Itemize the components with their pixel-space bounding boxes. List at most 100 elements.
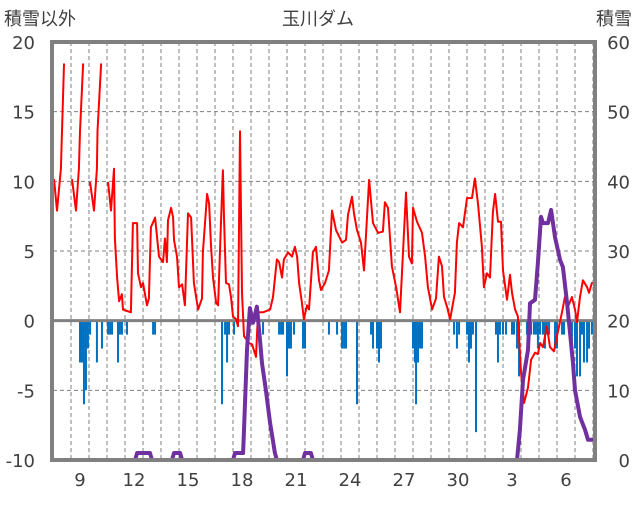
x-tick-label: 21 bbox=[285, 470, 308, 491]
bar bbox=[494, 320, 497, 335]
right-axis-label: 積雪 bbox=[596, 9, 632, 30]
bar bbox=[512, 320, 515, 335]
bar bbox=[289, 320, 292, 349]
bar bbox=[421, 320, 423, 349]
bar bbox=[541, 320, 544, 335]
red-line-path bbox=[71, 63, 85, 212]
left-axis-label: 積雪以外 bbox=[4, 9, 76, 30]
snow-depth-path bbox=[51, 207, 594, 462]
bar bbox=[516, 320, 519, 349]
bar bbox=[505, 320, 508, 335]
bar bbox=[379, 320, 382, 349]
bar bbox=[80, 320, 83, 363]
bar bbox=[539, 320, 542, 335]
x-tick-label: 18 bbox=[231, 470, 254, 491]
bar-series bbox=[79, 320, 593, 433]
bar bbox=[581, 320, 584, 335]
bar bbox=[511, 320, 513, 335]
bar bbox=[95, 320, 98, 363]
bar bbox=[228, 320, 231, 335]
bar bbox=[79, 320, 81, 363]
bar bbox=[116, 320, 119, 363]
red-line-path bbox=[89, 63, 103, 212]
bar bbox=[302, 320, 305, 349]
bar bbox=[579, 320, 582, 377]
bar bbox=[574, 320, 576, 349]
bar bbox=[86, 320, 89, 349]
bar bbox=[287, 320, 290, 349]
bar bbox=[590, 320, 593, 335]
bar bbox=[262, 320, 265, 335]
bar bbox=[233, 320, 236, 335]
bar bbox=[224, 320, 227, 335]
bar bbox=[530, 320, 533, 335]
bar bbox=[525, 320, 528, 335]
bar bbox=[502, 320, 504, 335]
x-tick-label: 3 bbox=[506, 470, 517, 491]
bar bbox=[471, 320, 474, 335]
bar bbox=[341, 320, 344, 349]
bar bbox=[280, 320, 283, 335]
bar bbox=[413, 320, 416, 363]
bar bbox=[370, 320, 373, 335]
bar bbox=[376, 320, 378, 349]
bar bbox=[377, 320, 380, 363]
bar bbox=[561, 320, 564, 335]
bar bbox=[278, 320, 281, 335]
bar bbox=[327, 320, 330, 335]
bar bbox=[469, 320, 472, 349]
left-tick-label: 10 bbox=[12, 172, 35, 193]
bar bbox=[304, 320, 306, 349]
bar bbox=[415, 320, 418, 405]
bar bbox=[282, 320, 285, 335]
red-line-path bbox=[107, 130, 593, 404]
left-tick-label: -5 bbox=[17, 381, 35, 402]
bar bbox=[536, 320, 539, 349]
bar bbox=[548, 320, 551, 335]
bar bbox=[532, 320, 535, 335]
bar bbox=[575, 320, 578, 377]
x-tick-label: 12 bbox=[123, 470, 146, 491]
bar bbox=[89, 320, 92, 335]
bar bbox=[453, 320, 456, 335]
left-tick-label: 15 bbox=[12, 103, 35, 124]
right-tick-label: 30 bbox=[607, 242, 630, 263]
bar bbox=[588, 320, 591, 349]
left-tick-label: -10 bbox=[6, 451, 35, 472]
right-tick-label: 10 bbox=[607, 381, 630, 402]
bar bbox=[458, 320, 461, 335]
bar bbox=[343, 320, 346, 349]
x-tick-label: 30 bbox=[447, 470, 470, 491]
plot-frame bbox=[50, 40, 597, 462]
left-tick-label: 5 bbox=[24, 242, 35, 263]
gridlines bbox=[53, 42, 594, 460]
right-tick-label: 40 bbox=[607, 172, 630, 193]
left-tick-label: 0 bbox=[24, 312, 35, 333]
right-tick-label: 20 bbox=[607, 312, 630, 333]
bar bbox=[125, 320, 128, 335]
bar bbox=[109, 320, 112, 335]
bar bbox=[100, 320, 103, 349]
bar bbox=[534, 320, 537, 335]
left-tick-label: 20 bbox=[12, 33, 35, 54]
bar bbox=[118, 320, 121, 335]
x-tick-label: 27 bbox=[393, 470, 416, 491]
bar bbox=[345, 320, 348, 349]
right-tick-label: 50 bbox=[607, 103, 630, 124]
chart-title: 玉川ダム bbox=[282, 9, 354, 30]
plot-border bbox=[50, 40, 597, 462]
x-tick-label: 15 bbox=[177, 470, 200, 491]
bar bbox=[293, 320, 296, 335]
red-line-path bbox=[53, 63, 65, 212]
bar bbox=[120, 320, 123, 335]
bar bbox=[82, 320, 85, 405]
bar bbox=[475, 320, 477, 433]
bar bbox=[154, 320, 157, 335]
bar bbox=[498, 320, 501, 335]
bar bbox=[372, 320, 375, 349]
x-tick-label: 9 bbox=[74, 470, 85, 491]
x-tick-label: 6 bbox=[560, 470, 571, 491]
x-tick-label: 24 bbox=[339, 470, 362, 491]
